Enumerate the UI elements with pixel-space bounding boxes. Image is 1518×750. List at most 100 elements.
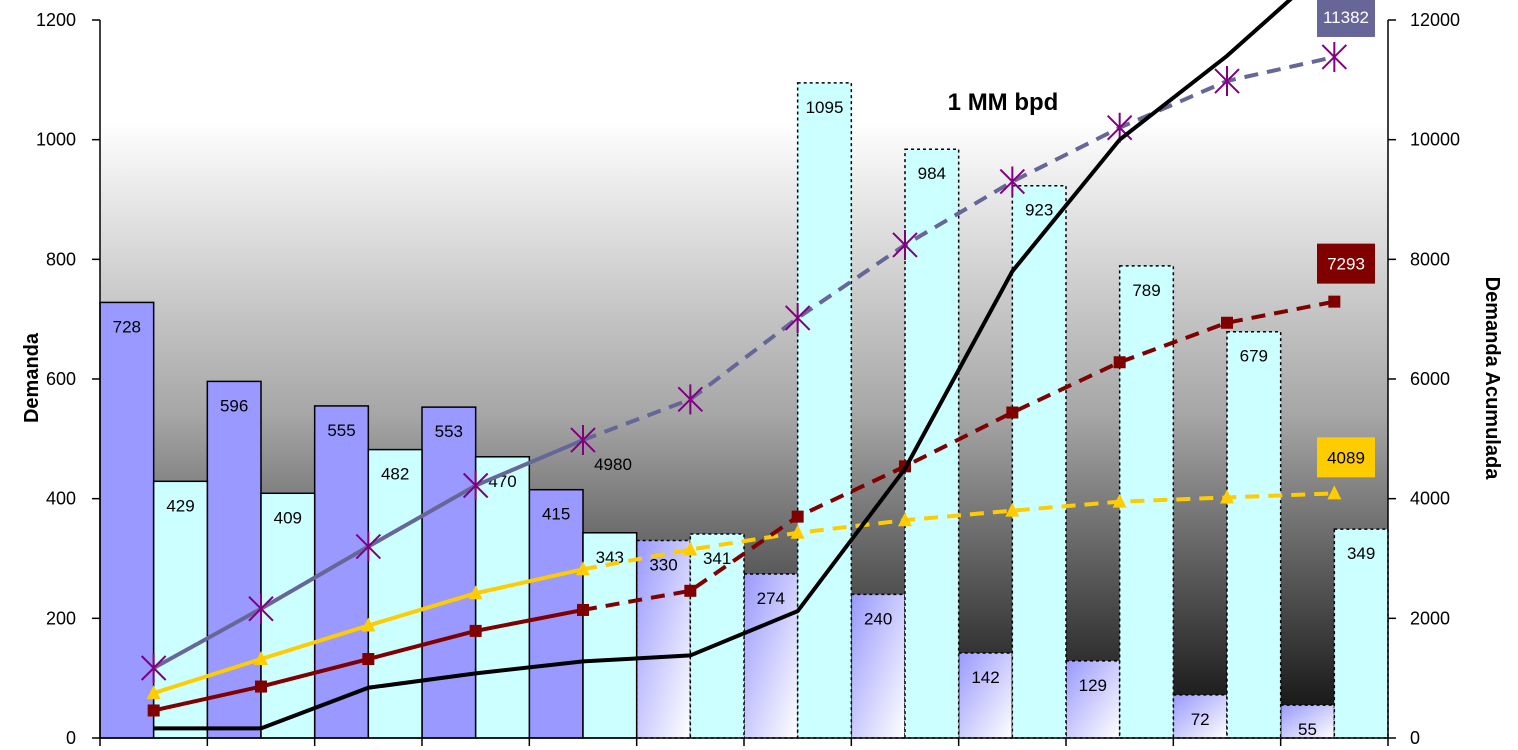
marker-cumulative-high-1	[140, 652, 167, 683]
marker-cumulative-high-2	[248, 593, 274, 624]
bar-primary-9	[957, 652, 1014, 739]
bar-label-primary-2: 596	[220, 396, 248, 415]
line-point-label-cumulative-high: 4980	[594, 455, 632, 474]
marker-cumulative-mid-5	[576, 561, 590, 576]
marker-cumulative-low-3	[362, 653, 375, 666]
bar-secondary-3	[367, 448, 423, 739]
marker-cumulative-mid-12	[1327, 485, 1342, 500]
bar-label-secondary-12: 349	[1347, 544, 1375, 563]
bar-label-primary-4: 553	[435, 422, 463, 441]
bar-label-secondary-2: 409	[274, 508, 302, 527]
marker-cumulative-high-12	[1321, 41, 1348, 72]
marker-cumulative-low-7	[791, 510, 804, 523]
end-label-box-cumulative-mid	[1317, 437, 1375, 478]
y2-tick-label: 12000	[1410, 10, 1460, 30]
y2-tick-label: 4000	[1410, 489, 1450, 509]
marker-cumulative-mid-1	[146, 685, 161, 700]
bar-secondary-4	[474, 456, 531, 739]
y2-tick-label: 2000	[1410, 608, 1450, 628]
y-tick-label: 1200	[36, 10, 76, 30]
y2-axis-title: Demanda Acumulada	[1481, 277, 1503, 481]
end-label-cumulative-high: 11382	[1323, 8, 1369, 27]
y2-tick-label: 10000	[1410, 130, 1460, 150]
y-tick-label: 800	[46, 249, 76, 269]
bar-label-primary-8: 240	[864, 609, 892, 628]
line-reference	[153, 0, 1293, 731]
marker-cumulative-mid-3	[361, 617, 376, 632]
marker-cumulative-mid-9	[1005, 502, 1020, 517]
bar-secondary-7	[796, 82, 853, 739]
marker-cumulative-low-5	[577, 603, 589, 616]
bar-label-secondary-6: 341	[703, 549, 731, 568]
marker-cumulative-mid-7	[790, 524, 805, 539]
marker-cumulative-high-7	[784, 302, 811, 333]
marker-cumulative-mid-4	[468, 585, 483, 600]
marker-cumulative-low-2	[255, 680, 267, 693]
bar-label-secondary-1: 429	[166, 496, 194, 515]
marker-cumulative-low-10	[1113, 356, 1126, 369]
marker-cumulative-low-9	[1006, 406, 1019, 419]
bar-label-secondary-9: 923	[1025, 201, 1053, 220]
bar-primary-1	[99, 301, 155, 739]
bar-label-primary-7: 274	[757, 589, 785, 608]
y-tick-label: 200	[46, 608, 76, 628]
marker-cumulative-high-6	[677, 384, 704, 415]
bar-primary-7	[743, 573, 799, 739]
bar-label-primary-6: 330	[649, 556, 677, 575]
marker-cumulative-low-11	[1221, 316, 1233, 329]
y-axis-title: Demanda	[21, 332, 43, 423]
marker-cumulative-mid-8	[898, 512, 912, 527]
line-cumulative-low-dashed	[582, 299, 1335, 612]
marker-cumulative-mid-10	[1112, 493, 1127, 508]
bar-label-primary-12: 55	[1298, 720, 1317, 739]
y-tick-label: 0	[66, 728, 76, 748]
marker-cumulative-low-4	[469, 624, 482, 637]
marker-cumulative-mid-6	[683, 541, 698, 556]
end-label-box-cumulative-high	[1317, 0, 1375, 37]
y-tick-label: 1000	[36, 130, 76, 150]
line-cumulative-high-dashed	[582, 55, 1335, 442]
marker-cumulative-high-4	[462, 470, 489, 501]
marker-cumulative-low-1	[147, 704, 160, 717]
annotation-label: 1 MM bpd	[948, 89, 1059, 116]
bar-label-primary-10: 129	[1079, 676, 1107, 695]
marker-cumulative-mid-11	[1220, 489, 1234, 504]
bar-label-secondary-11: 679	[1240, 347, 1268, 366]
end-label-box-cumulative-low	[1317, 243, 1375, 284]
bar-secondary-8	[904, 148, 960, 739]
lines-layer: 4980	[140, 0, 1348, 731]
bar-secondary-2	[260, 492, 316, 739]
y-tick-label: 600	[46, 369, 76, 389]
bar-label-secondary-10: 789	[1132, 281, 1160, 300]
end-labels-layer: 11382 4089 7293	[1317, 0, 1375, 478]
y2-tick-label: 8000	[1410, 249, 1450, 269]
y2-tick-label: 6000	[1410, 369, 1450, 389]
bar-label-secondary-3: 482	[381, 465, 409, 484]
marker-cumulative-high-11	[1214, 66, 1240, 97]
bar-label-primary-3: 555	[327, 421, 355, 440]
bar-primary-4	[421, 406, 477, 739]
bar-label-primary-5: 415	[542, 505, 570, 524]
y-tick-label: 400	[46, 489, 76, 509]
y2-tick-label: 0	[1410, 728, 1420, 748]
axes-layer: 0200400600800100012000200040006000800010…	[36, 10, 1460, 748]
bar-primary-10	[1065, 660, 1121, 739]
bar-secondary-1	[152, 480, 209, 739]
bar-secondary-10	[1118, 265, 1175, 739]
line-cumulative-mid-dashed	[582, 491, 1335, 572]
marker-cumulative-high-3	[355, 531, 382, 562]
bar-primary-2	[206, 380, 262, 739]
bar-label-primary-1: 728	[113, 317, 141, 336]
marker-cumulative-mid-2	[254, 651, 268, 666]
bars-layer: 728 596 555 553 415 330 274 240 142 129 72 55 429 409…	[99, 82, 1389, 739]
bar-primary-11	[1172, 694, 1228, 739]
bar-label-primary-11: 72	[1191, 710, 1210, 729]
marker-cumulative-low-12	[1328, 295, 1341, 308]
marker-cumulative-high-8	[892, 229, 918, 260]
end-label-cumulative-low: 7293	[1327, 255, 1365, 274]
marker-cumulative-high-9	[999, 166, 1026, 197]
marker-cumulative-low-6	[684, 584, 697, 597]
bar-secondary-9	[1011, 184, 1067, 739]
